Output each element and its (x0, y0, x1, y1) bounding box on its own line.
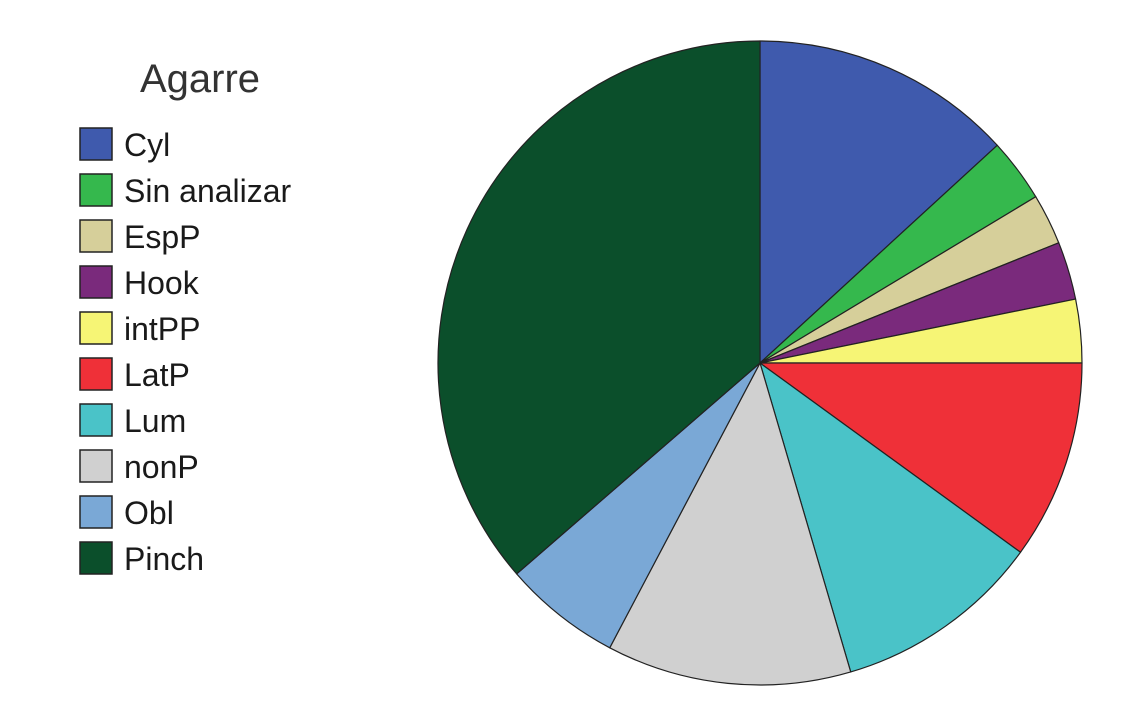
legend-swatch (79, 173, 113, 207)
legend-swatch (79, 449, 113, 483)
legend-label: Lum (124, 403, 186, 439)
pie-slice-lum (759, 362, 1022, 673)
legend-label: LatP (124, 357, 190, 393)
legend-label: Sin analizar (124, 173, 292, 209)
legend-swatch (79, 265, 113, 299)
legend-label: Hook (124, 265, 200, 301)
pie-slices (437, 40, 1083, 686)
pie-slice-nonp (609, 362, 852, 686)
legend-label: Obl (124, 495, 174, 531)
legend-swatch (79, 311, 113, 345)
pie-slice-pinch (437, 40, 761, 575)
legend-label: intPP (124, 311, 200, 347)
legend-swatch (79, 403, 113, 437)
pie-slice-latp (759, 362, 1083, 553)
legend-label: EspP (124, 219, 200, 255)
legend-swatch (79, 495, 113, 529)
legend-swatch (79, 127, 113, 161)
legend-label: Cyl (124, 127, 170, 163)
legend-title: Agarre (140, 57, 260, 101)
legend-label: Pinch (124, 541, 204, 577)
legend: Agarre Cyl Sin analizar EspP Hook intPP LatP L… (79, 57, 292, 577)
legend-swatch (79, 357, 113, 391)
legend-swatch (79, 219, 113, 253)
legend-swatch (79, 541, 113, 575)
legend-label: nonP (124, 449, 199, 485)
pie-slice-cyl (759, 40, 998, 364)
